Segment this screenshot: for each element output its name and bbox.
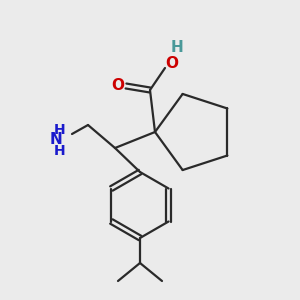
- Text: H: H: [54, 123, 66, 137]
- Text: H: H: [54, 144, 66, 158]
- Text: N: N: [50, 133, 62, 148]
- Text: H: H: [171, 40, 183, 56]
- Text: O: O: [166, 56, 178, 70]
- Text: O: O: [112, 79, 124, 94]
